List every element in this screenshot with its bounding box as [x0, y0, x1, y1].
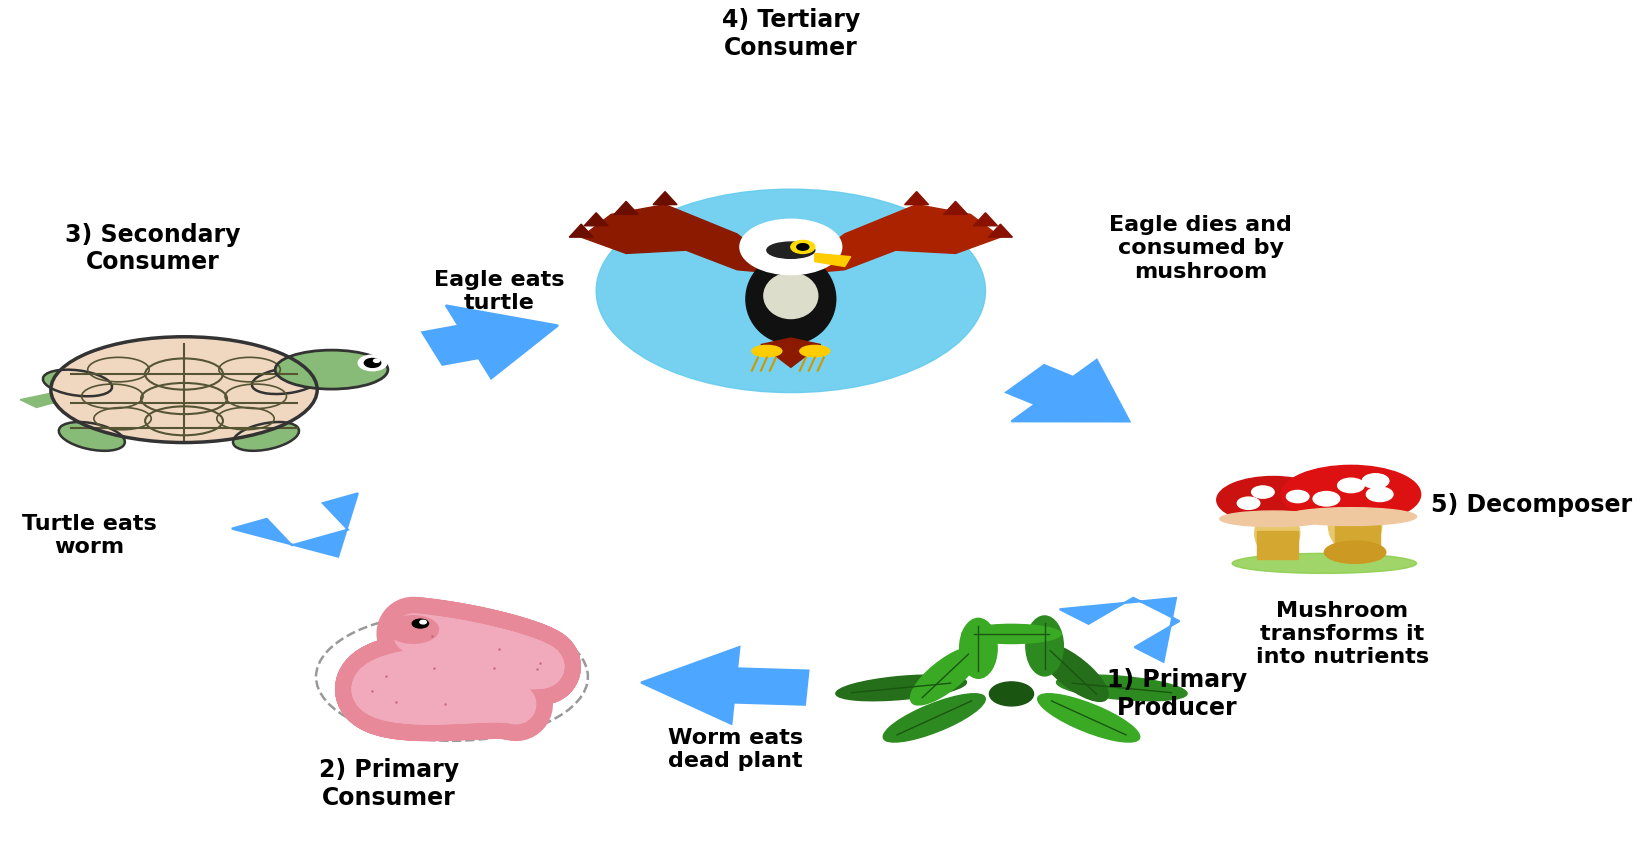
Ellipse shape	[252, 367, 321, 394]
Ellipse shape	[1325, 541, 1386, 563]
Ellipse shape	[911, 647, 980, 705]
Text: Worm eats
dead plant: Worm eats dead plant	[667, 728, 804, 771]
Circle shape	[1338, 478, 1365, 493]
Bar	[1335, 523, 1379, 559]
Ellipse shape	[1231, 553, 1417, 574]
Circle shape	[1251, 486, 1274, 498]
Polygon shape	[20, 391, 66, 407]
Circle shape	[1314, 491, 1340, 506]
Ellipse shape	[801, 345, 830, 357]
Circle shape	[990, 682, 1034, 706]
Polygon shape	[569, 224, 593, 237]
Ellipse shape	[883, 694, 985, 742]
Circle shape	[388, 615, 439, 643]
Circle shape	[1238, 497, 1259, 510]
FancyArrow shape	[641, 647, 809, 724]
Text: Turtle eats
worm: Turtle eats worm	[21, 514, 156, 557]
Ellipse shape	[1039, 643, 1108, 701]
Ellipse shape	[275, 350, 388, 389]
Ellipse shape	[59, 422, 125, 450]
Ellipse shape	[597, 189, 985, 392]
Circle shape	[373, 359, 380, 362]
FancyArrow shape	[423, 306, 557, 378]
Ellipse shape	[43, 370, 112, 397]
Bar	[1256, 531, 1297, 559]
Ellipse shape	[962, 624, 1060, 643]
Circle shape	[1363, 474, 1389, 488]
Polygon shape	[973, 213, 998, 226]
Polygon shape	[791, 205, 1001, 274]
Ellipse shape	[1037, 694, 1139, 742]
Ellipse shape	[51, 337, 317, 443]
Text: Mushroom
transforms it
into nutrients: Mushroom transforms it into nutrients	[1256, 601, 1429, 667]
Polygon shape	[615, 201, 638, 214]
Ellipse shape	[835, 675, 967, 700]
Text: 3) Secondary
Consumer: 3) Secondary Consumer	[64, 222, 240, 274]
Polygon shape	[584, 213, 608, 226]
Ellipse shape	[1026, 616, 1064, 676]
Ellipse shape	[746, 254, 835, 344]
Circle shape	[740, 220, 842, 274]
FancyArrow shape	[1060, 598, 1179, 661]
Circle shape	[1366, 487, 1392, 502]
Polygon shape	[761, 338, 820, 367]
Ellipse shape	[1286, 508, 1417, 525]
Text: 4) Tertiary
Consumer: 4) Tertiary Consumer	[722, 9, 860, 60]
Polygon shape	[582, 205, 791, 274]
Circle shape	[791, 240, 815, 253]
FancyArrow shape	[232, 493, 358, 556]
Circle shape	[413, 619, 429, 628]
Polygon shape	[988, 224, 1013, 237]
Circle shape	[419, 621, 426, 624]
Ellipse shape	[1328, 497, 1381, 553]
Ellipse shape	[1254, 510, 1300, 556]
Ellipse shape	[1217, 477, 1330, 523]
Text: Eagle eats
turtle: Eagle eats turtle	[434, 270, 564, 312]
Polygon shape	[904, 192, 929, 205]
Text: 1) Primary
Producer: 1) Primary Producer	[1106, 668, 1248, 720]
Polygon shape	[815, 253, 850, 266]
Circle shape	[365, 358, 381, 367]
Text: 2) Primary
Consumer: 2) Primary Consumer	[319, 758, 459, 810]
Circle shape	[1287, 490, 1309, 503]
Text: Eagle dies and
consumed by
mushroom: Eagle dies and consumed by mushroom	[1110, 215, 1292, 282]
Ellipse shape	[1220, 511, 1327, 527]
FancyArrow shape	[1006, 359, 1129, 422]
Ellipse shape	[233, 422, 299, 450]
Circle shape	[358, 355, 386, 371]
Ellipse shape	[1057, 675, 1187, 700]
Text: 5) Decomposer: 5) Decomposer	[1430, 493, 1632, 517]
Ellipse shape	[764, 273, 817, 319]
Ellipse shape	[1281, 465, 1420, 523]
Polygon shape	[944, 201, 968, 214]
Polygon shape	[653, 192, 677, 205]
Ellipse shape	[960, 618, 998, 678]
Ellipse shape	[766, 242, 815, 259]
Ellipse shape	[751, 345, 783, 357]
Circle shape	[797, 244, 809, 250]
